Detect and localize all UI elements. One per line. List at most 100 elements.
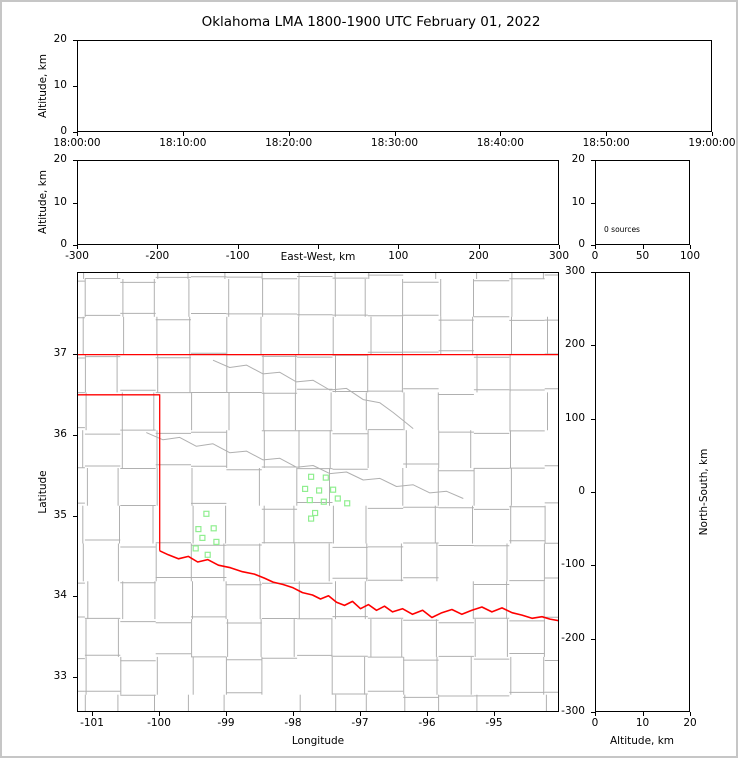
y-tick-mark <box>591 638 595 640</box>
river-line <box>212 359 414 429</box>
x-tick-label: -100 <box>147 717 171 729</box>
station-marker <box>316 487 323 494</box>
y-tick-mark <box>73 515 77 517</box>
station-marker <box>308 515 315 522</box>
x-tick-mark <box>642 245 644 249</box>
x-tick-mark <box>237 245 239 249</box>
y-tick-label: 10 <box>53 195 67 208</box>
x-tick-mark <box>182 132 184 136</box>
y-tick-mark <box>73 202 77 204</box>
station-marker <box>312 509 319 517</box>
x-tick-mark <box>606 132 608 136</box>
x-tick-label: 19:00:00 <box>688 137 736 149</box>
x-tick-label: -98 <box>284 717 302 729</box>
map-ylabel: Latitude <box>37 470 49 514</box>
altitude-histogram-panel: 0 sources <box>595 160 690 245</box>
y-tick-label: 0 <box>60 125 67 138</box>
x-tick-mark <box>559 245 560 249</box>
x-tick-label: -99 <box>217 717 235 729</box>
y-tick-label: 0 <box>60 238 67 251</box>
y-tick-label: 34 <box>53 589 67 602</box>
y-tick-label: 300 <box>564 265 585 278</box>
y-tick-mark <box>73 353 77 355</box>
x-tick-label: 100 <box>388 250 409 262</box>
x-tick-label: -96 <box>418 717 436 729</box>
x-tick-mark <box>288 132 290 136</box>
x-tick-label: 18:50:00 <box>582 137 630 149</box>
figure-title: Oklahoma LMA 1800-1900 UTC February 01, … <box>201 14 541 30</box>
x-tick-label: 18:20:00 <box>265 137 313 149</box>
y-tick-label: 10 <box>53 79 67 92</box>
map-xlabel: Longitude <box>291 735 345 747</box>
y-tick-mark <box>73 132 77 133</box>
river-line <box>146 432 464 499</box>
y-tick-label: 33 <box>53 670 67 683</box>
x-tick-label: 18:00:00 <box>53 137 101 149</box>
x-tick-mark <box>77 132 78 136</box>
eastwest-height-panel <box>77 160 559 245</box>
y-tick-label: 35 <box>53 508 67 521</box>
y-tick-label: -100 <box>561 558 585 571</box>
y-tick-mark <box>73 677 77 679</box>
time-panel-ylabel: Altitude, km <box>37 53 49 119</box>
y-tick-label: 37 <box>53 347 67 360</box>
ns-panel-xlabel: Altitude, km <box>609 735 675 747</box>
station-marker <box>344 500 351 507</box>
state-border-line <box>78 394 161 551</box>
x-tick-label: 18:30:00 <box>370 137 419 149</box>
x-tick-mark <box>690 712 691 716</box>
x-tick-mark <box>595 245 596 249</box>
y-tick-label: 20 <box>571 153 585 166</box>
y-tick-label: 200 <box>564 338 585 351</box>
y-tick-mark <box>591 245 595 246</box>
x-tick-mark <box>690 245 691 249</box>
x-tick-label: 0 <box>591 717 599 729</box>
station-marker <box>308 473 315 480</box>
station-marker <box>204 551 211 558</box>
x-tick-mark <box>494 712 495 716</box>
x-tick-mark <box>595 712 596 716</box>
x-tick-mark <box>318 245 319 249</box>
x-tick-label: 300 <box>548 250 570 262</box>
ns-panel-ylabel: North-South, km <box>698 448 710 536</box>
red-river-line <box>159 550 558 622</box>
oklahoma-map <box>78 273 558 711</box>
y-tick-mark <box>73 40 77 41</box>
time-height-panel <box>77 40 712 132</box>
x-tick-label: -200 <box>145 250 170 262</box>
x-tick-label: 18:10:00 <box>159 137 207 149</box>
northsouth-height-panel <box>595 272 690 712</box>
y-tick-mark <box>73 434 77 436</box>
y-tick-label: -300 <box>561 705 585 718</box>
x-tick-mark <box>642 712 644 716</box>
x-tick-mark <box>394 132 396 136</box>
x-tick-mark <box>92 712 93 716</box>
x-tick-mark <box>360 712 361 716</box>
y-tick-label: 100 <box>564 411 585 424</box>
y-tick-label: 20 <box>53 153 67 166</box>
x-tick-mark <box>712 132 713 136</box>
y-tick-mark <box>591 418 595 420</box>
y-tick-label: 10 <box>571 195 585 208</box>
station-marker <box>203 510 210 517</box>
x-tick-label: -100 <box>225 250 250 262</box>
y-tick-mark <box>591 202 595 204</box>
y-tick-mark <box>591 492 595 493</box>
station-marker <box>213 538 220 545</box>
y-tick-mark <box>73 596 77 598</box>
station-marker <box>192 545 199 552</box>
x-tick-label: 200 <box>468 250 489 262</box>
x-tick-label: 20 <box>683 717 697 729</box>
y-tick-mark <box>73 86 77 87</box>
x-tick-mark <box>159 712 160 716</box>
x-tick-label: 18:40:00 <box>476 137 524 149</box>
station-marker <box>195 526 202 533</box>
x-tick-mark <box>427 712 428 716</box>
x-tick-label: 10 <box>635 717 650 729</box>
y-tick-label: 0 <box>578 485 585 498</box>
x-tick-label: 0 <box>591 250 599 262</box>
y-tick-mark <box>591 345 595 347</box>
ew-panel-xlabel: East-West, km <box>280 251 356 263</box>
x-tick-label: -97 <box>351 717 369 729</box>
